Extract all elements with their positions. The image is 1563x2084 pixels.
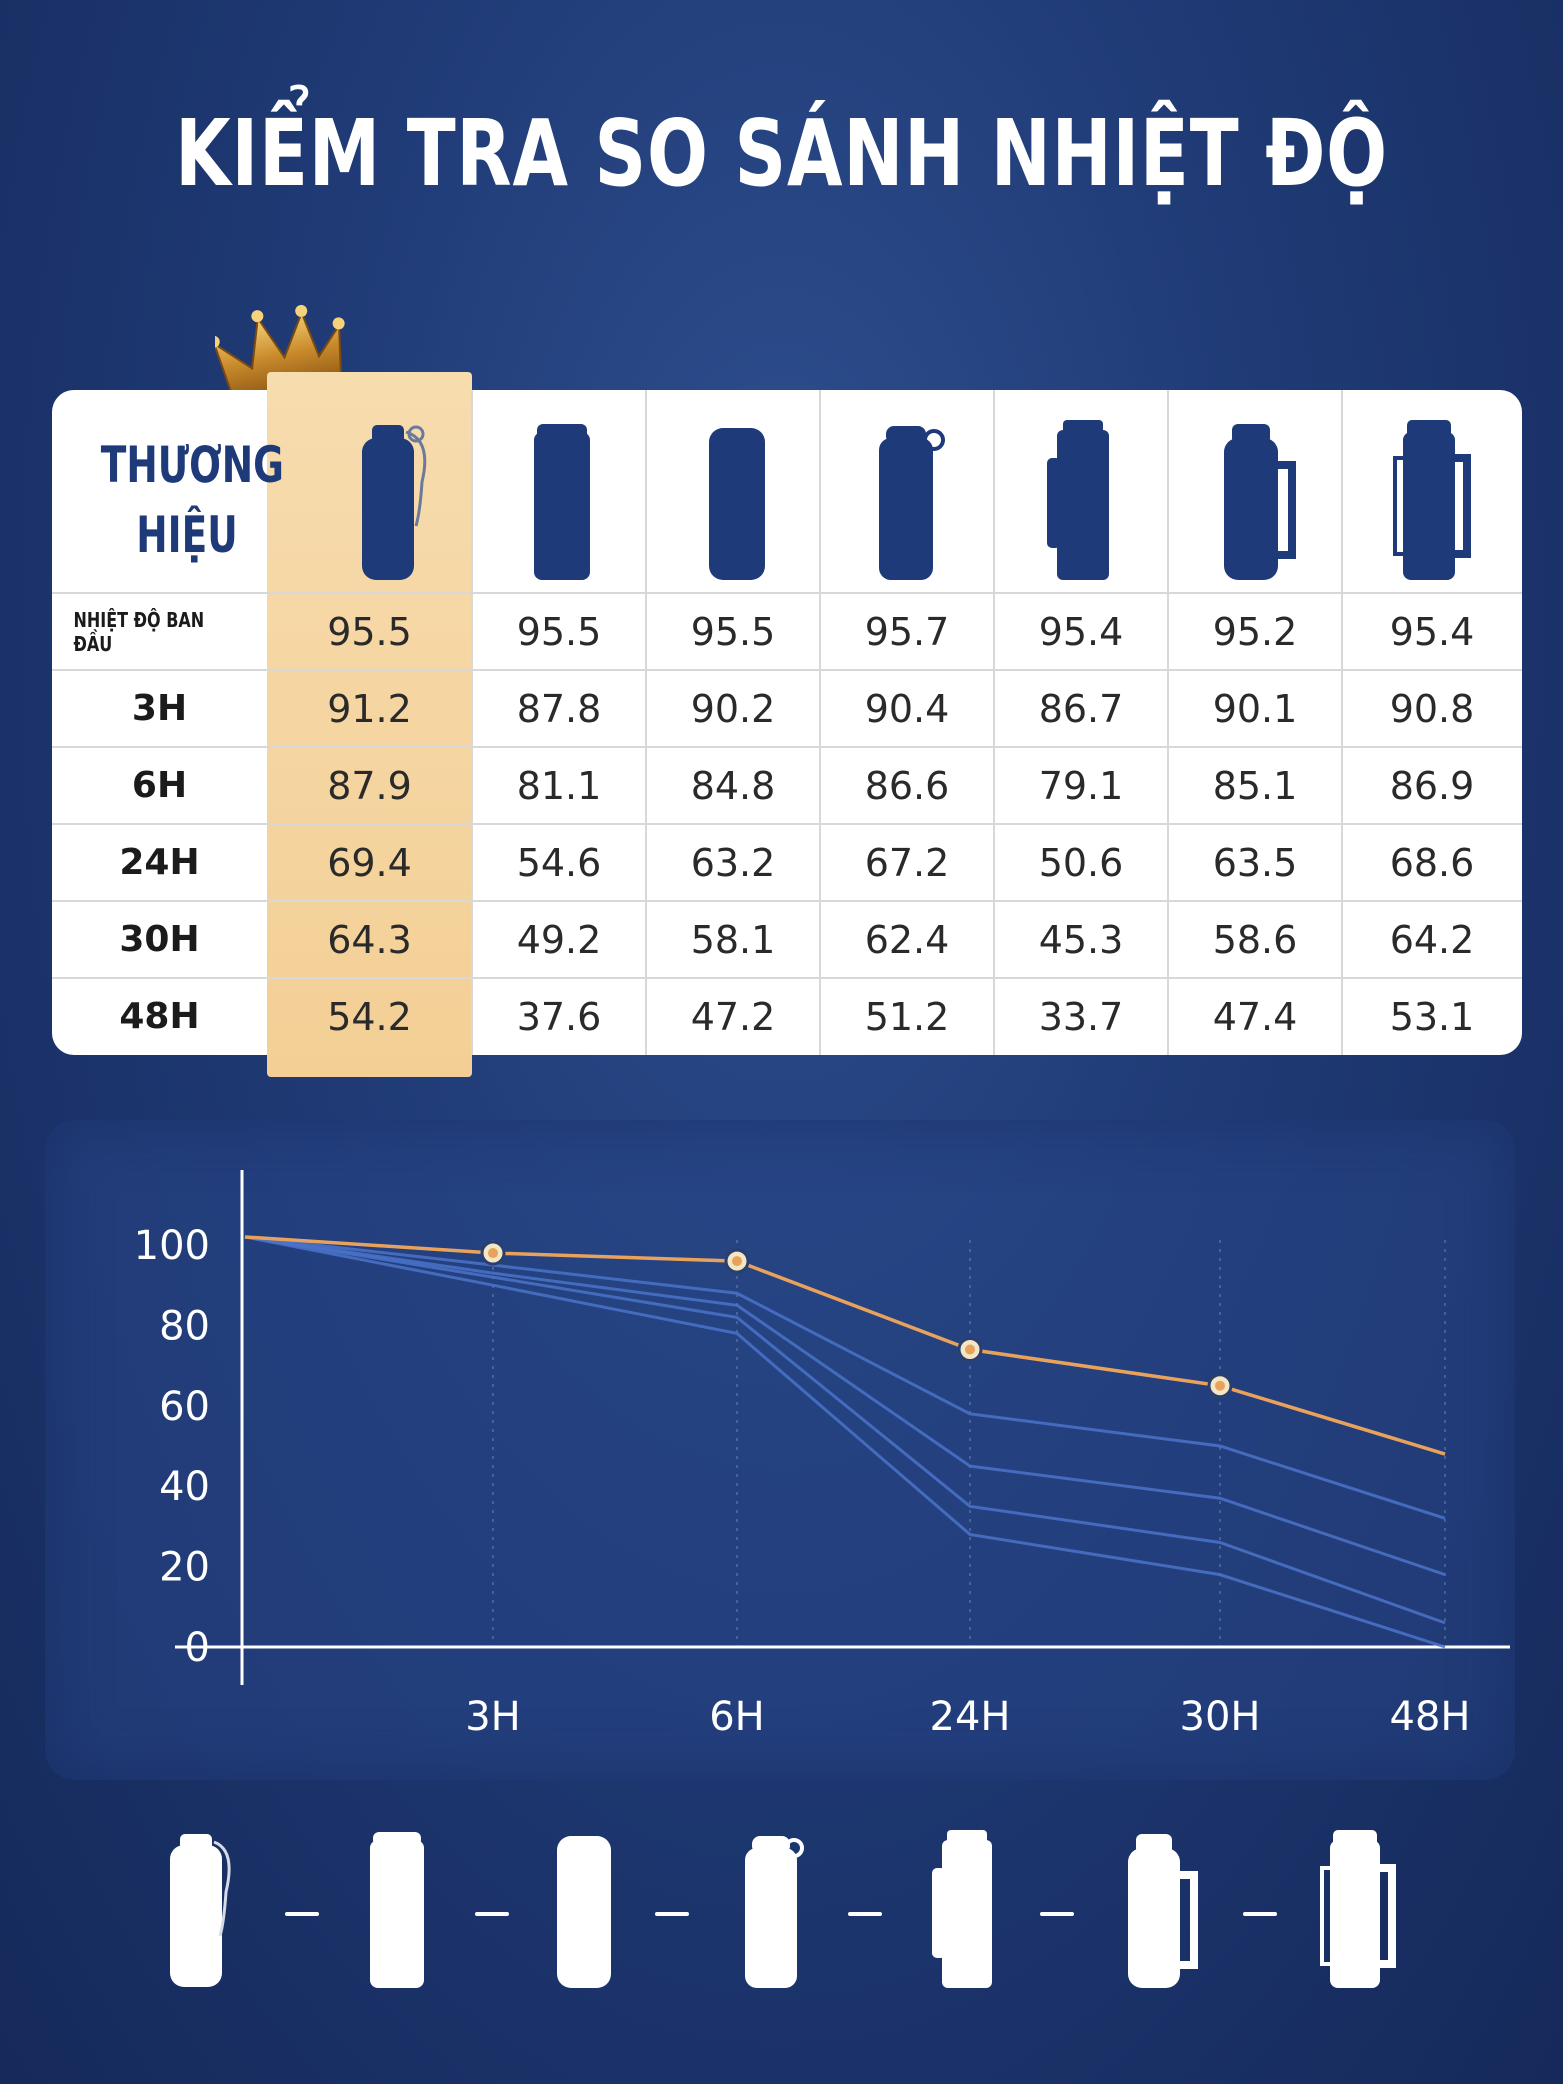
y-tick-label: 20 <box>159 1545 210 1591</box>
highlight-cell: 95.5 <box>327 609 412 654</box>
table-cell: 62.4 <box>864 917 950 962</box>
table-cell: 33.7 <box>1038 994 1124 1039</box>
bottle-loop-icon <box>879 426 945 580</box>
highlight-cell: 54.2 <box>327 994 412 1039</box>
table-cell: 79.1 <box>1038 763 1124 808</box>
x-tick-label: 48H <box>1390 1694 1471 1740</box>
bottle-strap-icon <box>362 425 427 580</box>
highlight-cell: 64.3 <box>327 917 412 962</box>
table-cell: 47.4 <box>1212 994 1298 1039</box>
highlight-cell: 87.9 <box>327 763 412 808</box>
table-cell: 58.6 <box>1212 917 1298 962</box>
series-line <box>244 1235 1446 1649</box>
legend-bottle-tall-handle-icon <box>1320 1830 1396 1988</box>
legend-dash-icon <box>655 1912 689 1916</box>
chart-panel: 100 80 60 40 20 0 3H 6H 24H 30H 48H <box>45 1120 1515 1780</box>
brand-label-line1: THƯƠNG <box>100 436 284 494</box>
page-title: KIỂM TRA SO SÁNH NHIỆT ĐỘ <box>175 100 1388 207</box>
table-grid-lines <box>52 390 1522 1055</box>
y-tick-label: 100 <box>134 1223 210 1269</box>
table-cell: 86.9 <box>1389 763 1475 808</box>
table-cell: 53.1 <box>1389 994 1475 1039</box>
comparison-table: THƯƠNG HIỆU NHIỆT ĐỘ BAN ĐẦU 95.5 95.5 95.5… <box>52 390 1522 1055</box>
legend-dash-icon <box>475 1912 509 1916</box>
legend-bottle-handle-icon <box>1128 1834 1198 1988</box>
data-point-center <box>732 1256 742 1267</box>
table-cell: 67.2 <box>864 840 950 885</box>
row-label: 6H <box>131 765 188 806</box>
table-cell: 90.4 <box>864 686 950 731</box>
legend-bottle-flat-icon <box>370 1832 424 1988</box>
bottle-tall-handle-icon <box>1393 420 1471 580</box>
table-cell: 50.6 <box>1038 840 1124 885</box>
series-line <box>244 1235 1446 1456</box>
table-cell: 86.6 <box>864 763 950 808</box>
table-cell: 95.5 <box>690 609 776 654</box>
brand-label-line2: HIỆU <box>136 506 238 564</box>
table-cell: 47.2 <box>690 994 776 1039</box>
series-line <box>244 1235 1446 1577</box>
table-cell: 90.1 <box>1212 686 1298 731</box>
y-tick-label: 0 <box>185 1625 210 1671</box>
table-cell: 51.2 <box>864 994 950 1039</box>
y-tick-label: 40 <box>159 1464 210 1510</box>
table-cell: 95.4 <box>1389 609 1475 654</box>
x-tick-label: 6H <box>709 1694 765 1740</box>
series-line <box>244 1235 1446 1625</box>
table-cell: 45.3 <box>1038 917 1124 962</box>
table-cell: 95.2 <box>1212 609 1298 654</box>
table-cell: 87.8 <box>516 686 602 731</box>
legend-bottle-strap-icon <box>170 1834 231 1987</box>
data-point-center <box>488 1248 498 1259</box>
series-line <box>244 1235 1446 1520</box>
legend-bottle-loop-icon <box>745 1836 804 1988</box>
table-cell: 90.8 <box>1389 686 1475 731</box>
x-tick-label: 3H <box>465 1694 521 1740</box>
bottle-flat-icon <box>534 424 590 580</box>
table-cell: 63.5 <box>1212 840 1298 885</box>
table-cell: 81.1 <box>516 763 602 808</box>
table-cell: 95.4 <box>1038 609 1124 654</box>
table-cell: 86.7 <box>1038 686 1124 731</box>
table-cell: 84.8 <box>690 763 776 808</box>
table-cell: 54.6 <box>516 840 602 885</box>
bottle-side-handle-icon <box>1047 420 1109 580</box>
legend-bottle-side-handle-icon <box>932 1830 992 1988</box>
legend-dash-icon <box>848 1912 882 1916</box>
line-chart: 100 80 60 40 20 0 3H 6H 24H 30H 48H <box>134 1170 1510 1740</box>
legend-dash-icon <box>285 1912 319 1916</box>
row-label: NHIỆT ĐỘ BAN ĐẦU <box>73 607 205 656</box>
x-tick-label: 24H <box>930 1694 1011 1740</box>
table-cell: 95.7 <box>864 609 950 654</box>
bottle-handle-icon <box>1224 424 1296 580</box>
table-cell: 58.1 <box>690 917 776 962</box>
y-tick-label: 60 <box>159 1384 210 1430</box>
bottle-round-icon <box>709 428 765 580</box>
highlight-cell: 69.4 <box>327 840 412 885</box>
row-label: 48H <box>119 996 200 1037</box>
x-tick-label: 30H <box>1180 1694 1261 1740</box>
legend-bottle-round-icon <box>557 1836 611 1988</box>
data-point-center <box>965 1344 975 1355</box>
brand-header: THƯƠNG HIỆU <box>100 430 284 570</box>
legend-dash-icon <box>1040 1912 1074 1916</box>
data-point-center <box>1215 1380 1225 1391</box>
row-label: 30H <box>119 919 200 960</box>
table-cell: 37.6 <box>516 994 602 1039</box>
legend-dash-icon <box>1243 1912 1277 1916</box>
table-cell: 85.1 <box>1212 763 1298 808</box>
row-label: 24H <box>119 842 200 883</box>
table-cell: 63.2 <box>690 840 776 885</box>
table-cell: 95.5 <box>516 609 602 654</box>
table-cell: 64.2 <box>1389 917 1475 962</box>
y-tick-label: 80 <box>159 1303 210 1349</box>
table-cell: 90.2 <box>690 686 776 731</box>
bottle-legend-icons <box>170 1830 1396 1988</box>
table-cell: 49.2 <box>516 917 602 962</box>
table-cell: 68.6 <box>1389 840 1475 885</box>
row-label: 3H <box>131 688 188 729</box>
highlight-cell: 91.2 <box>327 686 412 731</box>
bottle-legend-row <box>0 1820 1563 2000</box>
